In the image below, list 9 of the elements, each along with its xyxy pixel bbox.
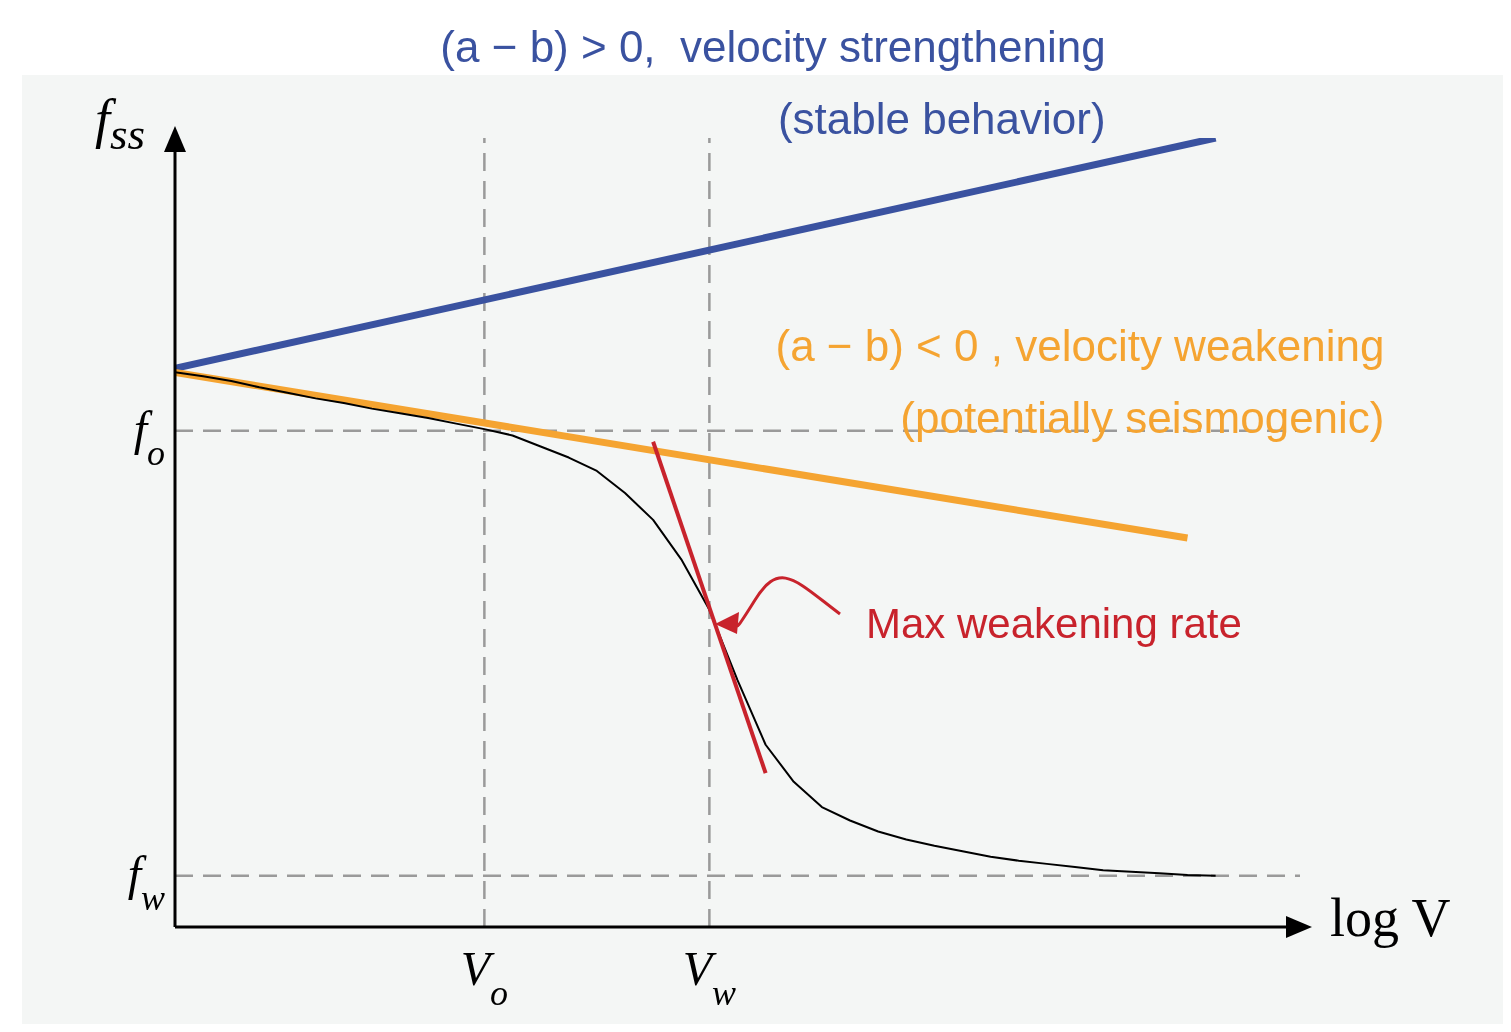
- ref-line-label: f$_{o}$: [133, 401, 165, 473]
- series-label: (a − b) > 0, velocity strengthening (stable behavior): [440, 21, 1106, 145]
- x-axis-title: log V: [1330, 887, 1451, 949]
- series-label: (a − b) < 0 , velocity weakening (potentially seismogenic): [775, 320, 1385, 444]
- y-axis-title: f$_{ss}$: [95, 88, 146, 160]
- annotation: Max weakening rate: [866, 600, 1242, 648]
- ref-line-label: f$_{w}$: [127, 846, 165, 918]
- x-tick-label: V$_{o}$: [460, 942, 509, 1013]
- x-tick-label: V$_{w}$: [682, 942, 737, 1013]
